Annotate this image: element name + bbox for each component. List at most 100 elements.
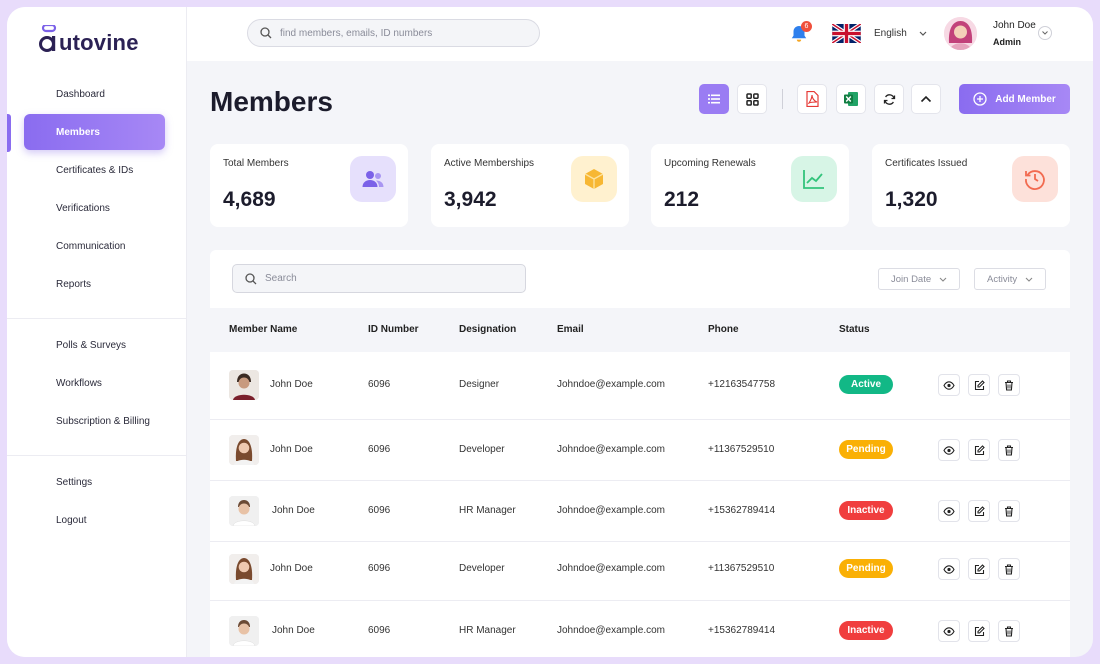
user-avatar[interactable] [944, 17, 977, 50]
sidebar-item-label: Logout [56, 514, 87, 526]
search-icon [260, 27, 272, 39]
sidebar-item-label: Subscription & Billing [56, 415, 150, 427]
status-badge: Inactive [839, 621, 893, 640]
view-button[interactable] [938, 558, 960, 580]
column-header[interactable]: Designation [459, 324, 517, 335]
edit-button[interactable] [968, 558, 990, 580]
member-email: Johndoe@example.com [557, 625, 665, 636]
delete-button[interactable] [998, 558, 1020, 580]
member-phone: +15362789414 [708, 505, 776, 516]
sidebar-item-label: Certificates & IDs [56, 164, 134, 176]
eye-icon [943, 564, 955, 574]
sidebar-item-verifications[interactable]: Verifications [24, 190, 165, 226]
edit-button[interactable] [968, 620, 990, 642]
trash-icon [1005, 379, 1013, 391]
list-icon [708, 94, 720, 104]
sidebar-item-communication[interactable]: Communication [24, 228, 165, 264]
edit-button[interactable] [968, 439, 990, 461]
grid-view-button[interactable] [737, 84, 767, 114]
sidebar-item-label: Members [56, 126, 100, 138]
plus-circle-icon [973, 92, 987, 106]
member-designation: Designer [459, 379, 500, 390]
sidebar-item-members[interactable]: Members [24, 114, 165, 150]
pdf-icon [806, 91, 819, 107]
delete-button[interactable] [998, 620, 1020, 642]
member-id: 6096 [368, 379, 391, 390]
view-button[interactable] [938, 439, 960, 461]
sidebar-item-billing[interactable]: Subscription & Billing [24, 403, 165, 439]
nav-divider [7, 318, 187, 319]
global-search-input[interactable] [280, 27, 520, 39]
collapse-button[interactable] [911, 84, 941, 114]
delete-button[interactable] [998, 500, 1020, 522]
edit-button[interactable] [968, 374, 990, 396]
list-view-button[interactable] [699, 84, 729, 114]
sidebar-item-logout[interactable]: Logout [24, 502, 165, 538]
sidebar-item-label: Workflows [56, 377, 102, 389]
edit-icon [974, 444, 985, 455]
table-search[interactable] [232, 264, 526, 293]
member-id: 6096 [368, 625, 391, 636]
column-header[interactable]: Status [839, 324, 870, 335]
eye-icon [943, 626, 955, 636]
eye-icon [943, 445, 955, 455]
filter-label: Activity [987, 273, 1018, 285]
column-header[interactable]: Phone [708, 324, 739, 335]
language-selector[interactable]: English [874, 28, 927, 39]
stat-label: Upcoming Renewals [664, 158, 756, 169]
user-role: Admin [993, 37, 1021, 47]
table-row[interactable]: John Doe 6096 HR Manager Johndoe@example.co… [210, 481, 1070, 542]
member-id: 6096 [368, 505, 391, 516]
table-row[interactable]: John Doe 6096 HR Manager Johndoe@example.co… [210, 601, 1070, 657]
export-pdf-button[interactable] [797, 84, 827, 114]
sidebar-item-dashboard[interactable]: Dashboard [24, 76, 165, 112]
uk-flag-icon [832, 24, 861, 43]
user-menu-toggle[interactable] [1038, 26, 1052, 40]
trash-icon [1005, 625, 1013, 637]
sidebar-item-reports[interactable]: Reports [24, 266, 165, 302]
table-row[interactable]: John Doe 6096 Designer Johndoe@example.com +… [210, 352, 1070, 420]
sidebar-item-workflows[interactable]: Workflows [24, 365, 165, 401]
column-header[interactable]: Member Name [229, 324, 298, 335]
column-header[interactable]: Email [557, 324, 584, 335]
sidebar-item-certificates[interactable]: Certificates & IDs [24, 152, 165, 188]
filter-label: Join Date [891, 273, 932, 285]
global-search[interactable] [247, 19, 540, 47]
table-row[interactable]: John Doe 6096 Developer Johndoe@example.com… [210, 542, 1070, 601]
column-header[interactable]: ID Number [368, 324, 419, 335]
member-avatar [229, 370, 259, 400]
sidebar-item-label: Polls & Surveys [56, 339, 127, 351]
grid-icon [745, 92, 759, 106]
trash-icon [1005, 505, 1013, 517]
table-search-input[interactable] [265, 273, 505, 284]
member-id: 6096 [368, 563, 391, 574]
sidebar-item-settings[interactable]: Settings [24, 464, 165, 500]
view-button[interactable] [938, 500, 960, 522]
logo[interactable]: utovine [37, 23, 139, 55]
table-header: Member Name ID Number Designation Email … [210, 308, 1070, 352]
export-excel-button[interactable] [836, 84, 866, 114]
view-button[interactable] [938, 620, 960, 642]
chart-line-icon [791, 156, 837, 202]
refresh-button[interactable] [874, 84, 904, 114]
status-badge: Pending [839, 440, 893, 459]
delete-button[interactable] [998, 374, 1020, 396]
edit-button[interactable] [968, 500, 990, 522]
member-phone: +12163547758 [708, 379, 776, 390]
status-badge: Active [839, 375, 893, 394]
member-email: Johndoe@example.com [557, 444, 665, 455]
join-date-filter[interactable]: Join Date [878, 268, 961, 290]
member-email: Johndoe@example.com [557, 379, 665, 390]
page-title: Members [210, 86, 333, 117]
delete-button[interactable] [998, 439, 1020, 461]
refresh-icon [883, 93, 895, 105]
activity-filter[interactable]: Activity [974, 268, 1047, 290]
table-row[interactable]: John Doe 6096 Developer Johndoe@example.com… [210, 420, 1070, 481]
add-member-button[interactable]: Add Member [959, 84, 1070, 114]
view-button[interactable] [938, 374, 960, 396]
stat-card-total-members: Total Members 4,689 [210, 144, 408, 227]
status-badge: Pending [839, 559, 893, 578]
member-designation: HR Manager [459, 505, 516, 516]
edit-icon [974, 563, 985, 574]
sidebar-item-polls[interactable]: Polls & Surveys [24, 327, 165, 363]
